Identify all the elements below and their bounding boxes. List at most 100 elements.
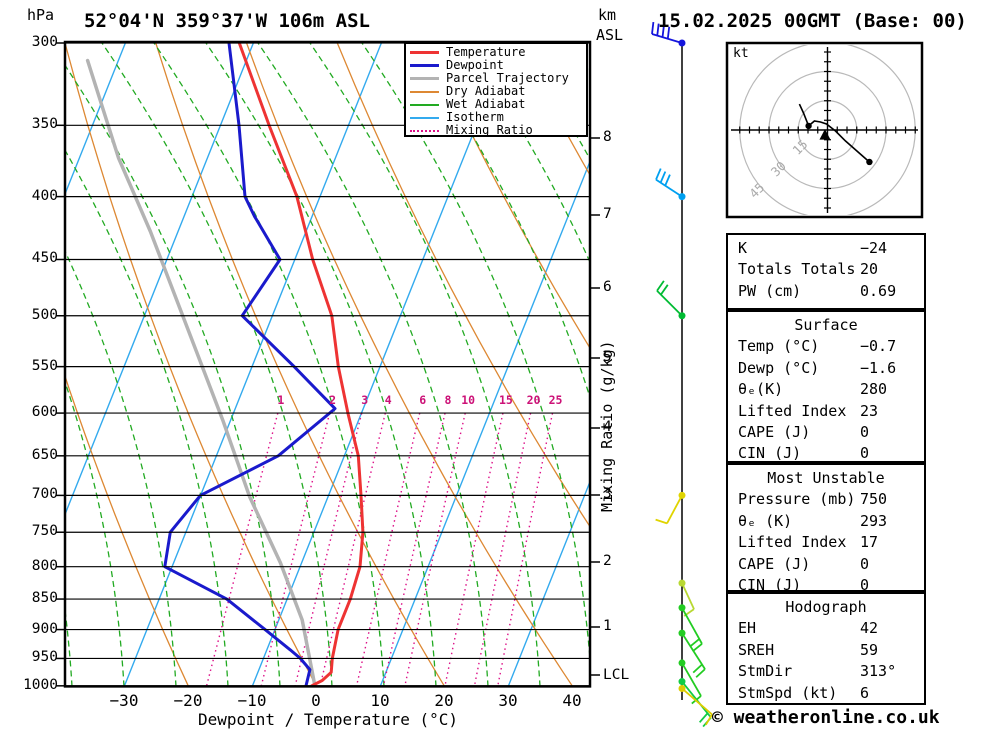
info-row-label: θₑ (K) [738,511,793,530]
info-table-section: Hodograph EH 42 SREH 59 StmDir 313° StmSpd (kt)… [726,592,926,705]
wet-adiabat-line [0,43,20,686]
dewpoint-curve [163,43,337,687]
legend-item: Isotherm [406,111,586,124]
info-row-value: 0.69 [860,281,897,300]
info-row-label: Lifted Index [738,533,847,552]
dry-adiabat-line [245,43,573,687]
legend-item-label: Dry Adiabat [446,84,526,98]
isotherm-line [251,43,511,687]
info-row-value: 23 [860,401,879,420]
info-row: Lifted Index 23 [728,401,924,422]
info-row: Totals Totals 20 [728,259,924,280]
wet-adiabat-line [517,43,589,159]
mixing-ratio-line [355,412,421,686]
mixing-ratio-line [319,412,386,686]
wind-barb [678,684,713,726]
pressure-tick-label: 950 [31,649,58,666]
wind-barb [678,659,702,705]
wind-barb [655,168,686,201]
legend-item-label: Mixing Ratio [446,123,533,137]
info-row-value: 0 [860,444,870,463]
pressure-tick-label: 400 [31,187,58,204]
info-row: K −24 [728,238,924,259]
legend-item-label: Temperature [446,45,526,59]
info-row: CIN (J) 0 [728,575,924,596]
mixing-ratio-value-label: 1 [277,393,285,407]
info-row: CIN (J) 0 [728,443,924,464]
pressure-tick-label: 300 [31,34,58,50]
info-row-label: θₑ(K) [738,380,784,399]
mixing-ratio-value-label: 3 [361,393,369,407]
info-table-section: K −24 Totals Totals 20 PW (cm) 0.69 [726,233,926,310]
info-row-value: −1.6 [860,358,897,377]
wet-adiabat-line [66,150,229,687]
mixing-ratio-line [382,412,446,686]
legend-line-sample [410,77,439,80]
legend-item-label: Parcel Trajectory [446,71,569,85]
info-row: CAPE (J) 0 [728,554,924,575]
legend-item-label: Dewpoint [446,58,504,72]
dry-adiabat-line [155,43,445,687]
info-row: CAPE (J) 0 [728,422,924,443]
temperature-tick-label: 30 [498,691,518,710]
info-row-value: 17 [860,533,879,552]
wet-adiabat-line [361,43,589,655]
legend-item-label: Wet Adiabat [446,97,526,111]
info-row: Temp (°C) −0.7 [728,336,924,357]
pressure-tick-label: 850 [31,590,58,607]
km-tick-label: 6 [603,279,612,295]
mixing-ratio-value-label: 10 [461,393,476,407]
pressure-tick-label: 800 [31,557,58,574]
pressure-tick-label: 550 [31,357,58,374]
wind-barb [656,280,686,320]
info-row-label: StmDir [738,662,793,681]
wind-barb [678,604,703,653]
run-datetime-label: 15.02.2025 00GMT (Base: 00) [658,10,967,32]
wind-barb [678,629,706,678]
dry-adiabat-line [336,43,589,527]
isotherm-line [66,43,127,194]
info-row-label: SREH [738,640,775,659]
isotherm-line [66,43,255,514]
temperature-tick-label: −20 [173,691,203,710]
pressure-tick-label: 750 [31,523,58,540]
info-row-label: Temp (°C) [738,337,820,356]
wet-adiabat-line [309,43,541,687]
wet-adiabat-line [66,65,281,687]
legend-box: Temperature Dewpoint Parcel Trajectory Dry … [404,42,588,137]
wet-adiabat-line [205,43,437,687]
mixing-ratio-value-label: 20 [526,393,541,407]
info-row: SREH 59 [728,640,924,661]
km-tick-label: 1 [603,618,612,634]
storm-motion-marker [819,129,831,140]
km-tick-label: 3 [603,486,612,502]
mixing-ratio-value-label: 25 [548,393,563,407]
wet-adiabat-line [153,43,385,687]
info-row-label: K [738,239,748,257]
temperature-tick-label: 20 [434,691,454,710]
wet-adiabat-line [101,43,333,687]
temperature-tick-label: 10 [370,691,390,710]
info-row: PW (cm) 0.69 [728,281,924,302]
legend-item: Parcel Trajectory [406,72,586,85]
legend-line-sample [410,64,439,67]
legend-line-sample [410,90,439,93]
info-row-value: −0.7 [860,337,897,356]
wet-adiabat-line [66,383,125,687]
mixing-ratio-value-label: 2 [329,393,337,407]
km-tick-label: 8 [603,129,612,145]
info-row: θₑ (K) 293 [728,511,924,532]
info-row-label: StmSpd (kt) [738,683,838,702]
legend-line-sample [410,116,439,119]
info-row-value: 313° [860,662,897,681]
info-row-value: 0 [860,423,870,442]
info-section-header: Hodograph [785,598,867,616]
temperature-tick-label: 0 [311,691,321,710]
parcel-trajectory-curve [85,58,317,687]
isotherm-line [507,482,589,687]
info-row-value: 293 [860,511,888,530]
legend-line-sample [410,51,439,54]
legend-item: Temperature [406,46,586,59]
